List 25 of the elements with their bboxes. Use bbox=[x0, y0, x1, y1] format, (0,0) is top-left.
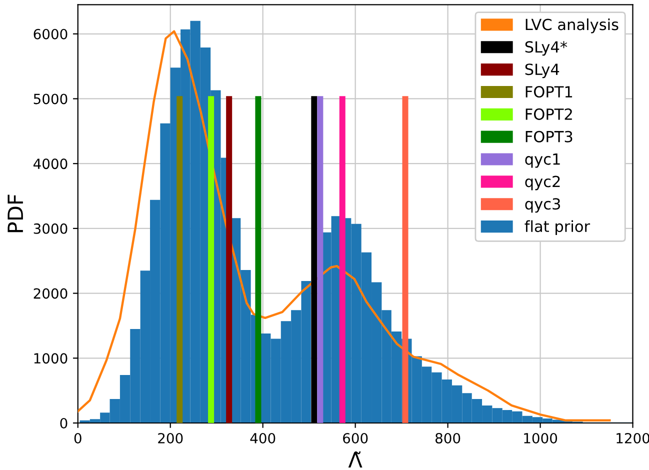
x-tick-label: 0 bbox=[74, 432, 82, 444]
legend-label: qyc1 bbox=[525, 153, 560, 168]
x-tick-label: 1000 bbox=[524, 432, 558, 444]
x-tick-label: 400 bbox=[250, 432, 276, 444]
x-tick-label: 800 bbox=[435, 432, 460, 444]
y-tick-label: 4000 bbox=[33, 158, 68, 170]
legend-label: qyc2 bbox=[525, 176, 560, 190]
x-tick-label: 200 bbox=[158, 432, 183, 444]
legend-label: flat prior bbox=[524, 220, 590, 236]
x-axis-title: Λ̃ bbox=[348, 451, 362, 468]
y-tick-label: 5000 bbox=[34, 94, 68, 104]
y-tick-label: 1000 bbox=[34, 353, 68, 364]
y-tick-label: 2000 bbox=[34, 288, 68, 299]
legend-label: SLy4 bbox=[525, 64, 560, 78]
legend-label: FOPT3 bbox=[526, 130, 572, 142]
legend-label: qyc3 bbox=[525, 198, 560, 213]
legend-label: FOPT2 bbox=[526, 108, 572, 120]
legend-label: LVC analysis bbox=[526, 18, 618, 34]
y-tick-label: 0 bbox=[60, 418, 68, 428]
y-axis-title: PDF bbox=[8, 194, 23, 232]
legend-label: SLy4* bbox=[525, 41, 568, 56]
y-tick-label: 6000 bbox=[34, 28, 68, 40]
y-tick-label: 3000 bbox=[34, 223, 68, 234]
x-tick-label: 600 bbox=[343, 432, 368, 444]
legend-label: FOPT1 bbox=[526, 86, 572, 98]
